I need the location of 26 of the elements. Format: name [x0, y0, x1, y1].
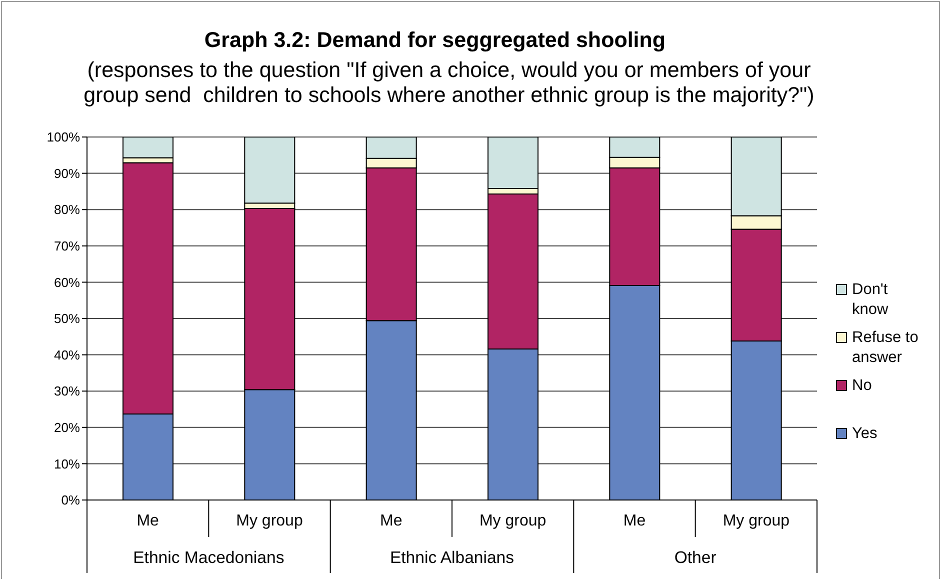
- x-tick-label: Me: [136, 512, 160, 530]
- x-tick-label: My group: [236, 512, 303, 530]
- y-tick-label: 30%: [54, 384, 80, 399]
- chart-title: Graph 3.2: Demand for seggregated shooling: [203, 28, 667, 53]
- x-tick-label: Me: [623, 512, 646, 530]
- y-tick-label: 10%: [54, 456, 80, 472]
- y-tick-label: 0%: [61, 492, 80, 508]
- y-tick-label: 100%: [46, 130, 80, 145]
- legend-label: Yes: [852, 424, 878, 444]
- x-tick-label: My group: [722, 512, 790, 530]
- x-tick-label: Me: [380, 512, 402, 530]
- chart-subtitle: (responses to the question "If given a choice, would you or members of your group send children to schools where another ethnic group is the majority?"): [82, 58, 816, 108]
- y-tick-label: 90%: [54, 166, 80, 181]
- text: Ethnic Albanians: [390, 548, 514, 567]
- y-tick-label: 70%: [54, 238, 80, 254]
- y-tick-label: 80%: [54, 202, 80, 218]
- y-tick-label: 60%: [54, 274, 80, 290]
- y-tick-label: 50%: [54, 311, 80, 326]
- legend-label: Refuse to answer: [852, 328, 920, 368]
- x-tick-label: My group: [479, 512, 546, 530]
- y-tick-label: 20%: [54, 420, 80, 436]
- legend-label: No: [852, 376, 873, 396]
- legend-label: Don't know: [852, 280, 890, 320]
- y-tick-label: 40%: [54, 347, 80, 362]
- text: Ethnic Macedonians: [133, 548, 284, 567]
- text: Other: [674, 548, 717, 567]
